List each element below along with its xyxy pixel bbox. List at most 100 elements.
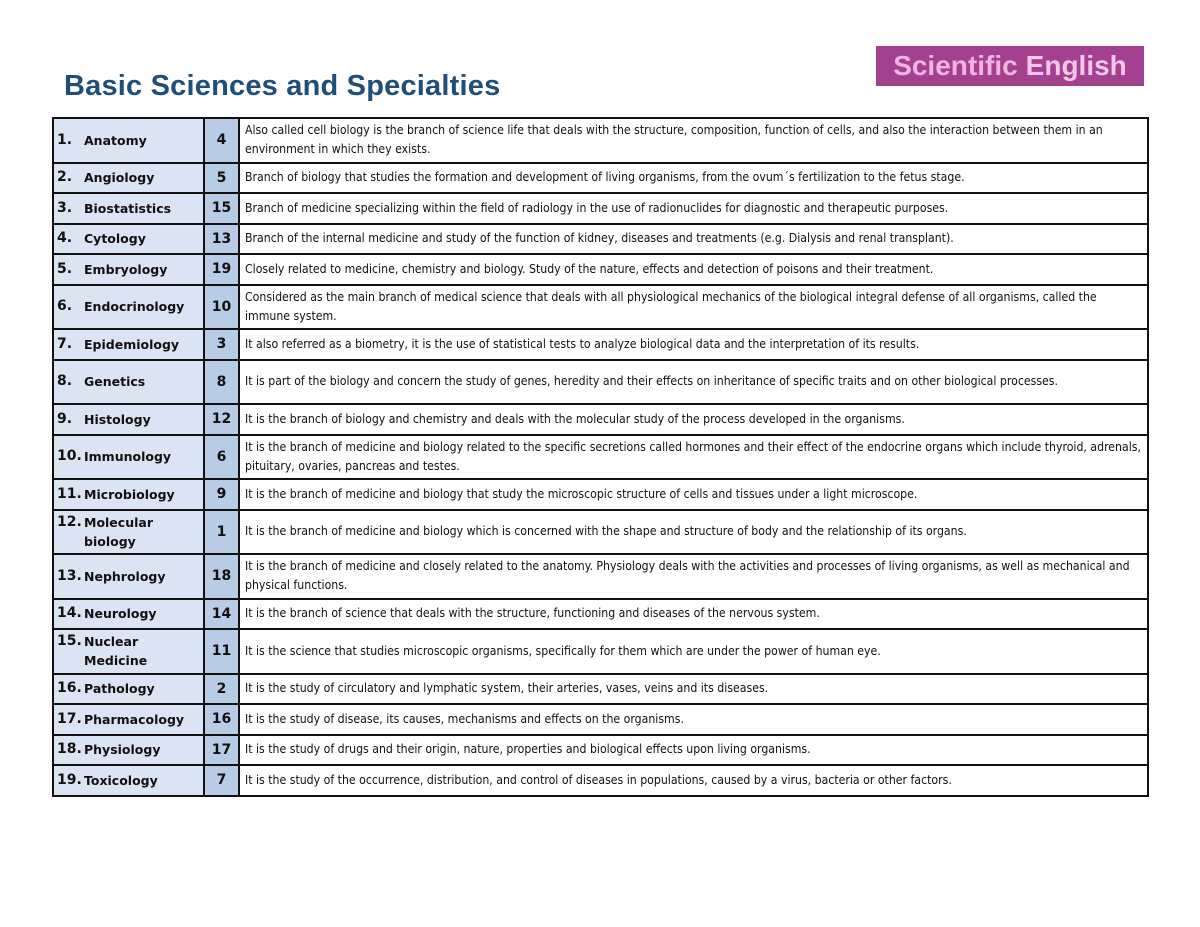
row-index: 15. [57, 633, 82, 650]
definition: It is the branch of science that deals w… [238, 597, 1149, 630]
definition: Also called cell biology is the branch o… [238, 117, 1149, 164]
science-name: Biostatistics [84, 200, 172, 216]
science-name-cell: 7. Epidemiology [52, 328, 205, 361]
science-name: Cytology [84, 231, 146, 247]
science-name-cell: 9. Histology [52, 403, 205, 436]
table-row: 17. Pharmacology 16 It is the study of dise… [52, 703, 1149, 736]
definition: Branch of the internal medicine and stud… [238, 222, 1149, 255]
row-index: 13. [57, 567, 82, 584]
answer-number: 3 [203, 328, 240, 361]
science-name-cell: 6. Endocrinology [52, 283, 205, 330]
row-index: 4. [57, 230, 73, 247]
definition: It is the branch of medicine and closely… [238, 553, 1149, 600]
answer-number: 2 [203, 672, 240, 705]
science-name: Neurology [84, 606, 157, 622]
science-name: Physiology [84, 742, 161, 758]
row-index: 8. [57, 373, 73, 390]
table-row: 7. Epidemiology 3 It also referred as a bio… [52, 328, 1149, 361]
row-index: 12. [57, 513, 82, 530]
answer-number: 15 [203, 192, 240, 225]
page-title: Basic Sciences and Specialties [64, 70, 501, 102]
science-name-cell: 10. Immunology [52, 433, 205, 480]
answer-number: 17 [203, 733, 240, 766]
scientific-english-logo: Scientific English [876, 46, 1144, 86]
row-index: 14. [57, 605, 82, 622]
table-row: 16. Pathology 2 It is the study of circulat… [52, 672, 1149, 705]
row-index: 2. [57, 169, 73, 186]
answer-number: 11 [203, 628, 240, 675]
science-name: Anatomy [84, 132, 147, 148]
answer-number: 10 [203, 283, 240, 330]
definition: It also referred as a biometry, it is th… [238, 328, 1149, 361]
row-index: 7. [57, 335, 73, 352]
science-name: Pharmacology [84, 711, 185, 727]
science-name-cell: 1. Anatomy [52, 117, 205, 164]
answer-number: 6 [203, 433, 240, 480]
definition: Closely related to medicine, chemistry a… [238, 253, 1149, 286]
row-index: 10. [57, 448, 82, 465]
row-index: 19. [57, 771, 82, 788]
science-name: Angiology [84, 170, 155, 186]
definition: It is the study of circulatory and lymph… [238, 672, 1149, 705]
table-row: 15. Nuclear Medicine 11 It is the science t… [52, 628, 1149, 675]
table-row: 9. Histology 12 It is the branch of biology… [52, 403, 1149, 436]
science-name-cell: 16. Pathology [52, 672, 205, 705]
science-name-cell: 8. Genetics [52, 358, 205, 405]
science-name-cell: 5. Embryology [52, 253, 205, 286]
answer-number: 5 [203, 161, 240, 194]
row-index: 11. [57, 485, 82, 502]
row-index: 17. [57, 710, 82, 727]
science-name: Molecular biology [84, 514, 153, 549]
science-name: Histology [84, 411, 151, 427]
answer-number: 7 [203, 764, 240, 797]
science-name-cell: 13. Nephrology [52, 553, 205, 600]
definition: It is the branch of medicine and biology… [238, 508, 1149, 555]
science-name: Nuclear Medicine [84, 634, 148, 669]
science-name-cell: 4. Cytology [52, 222, 205, 255]
row-index: 6. [57, 298, 73, 315]
science-name-cell: 12. Molecular biology [52, 508, 205, 555]
definition: It is the study of drugs and their origi… [238, 733, 1149, 766]
definition: It is the science that studies microscop… [238, 628, 1149, 675]
table-row: 13. Nephrology 18 It is the branch of medic… [52, 553, 1149, 600]
table-row: 5. Embryology 19 Closely related to medicin… [52, 253, 1149, 286]
table-row: 6. Endocrinology 10 Considered as the main … [52, 283, 1149, 330]
science-name: Endocrinology [84, 299, 185, 315]
definition: Branch of biology that studies the forma… [238, 161, 1149, 194]
logo-word-2: English [1025, 50, 1127, 81]
table-row: 4. Cytology 13 Branch of the internal medic… [52, 222, 1149, 255]
definition: Considered as the main branch of medical… [238, 283, 1149, 330]
science-name: Pathology [84, 681, 155, 697]
row-index: 9. [57, 410, 73, 427]
row-index: 5. [57, 260, 73, 277]
table-row: 3. Biostatistics 15 Branch of medicine spec… [52, 192, 1149, 225]
answer-number: 9 [203, 478, 240, 511]
science-name: Toxicology [84, 772, 158, 788]
definition: It is the study of disease, its causes, … [238, 703, 1149, 736]
definition: It is the study of the occurrence, distr… [238, 764, 1149, 797]
answer-number: 4 [203, 117, 240, 164]
definition: It is part of the biology and concern th… [238, 358, 1149, 405]
science-name: Embryology [84, 261, 168, 277]
table-row: 18. Physiology 17 It is the study of drugs … [52, 733, 1149, 766]
table-row: 12. Molecular biology 1 It is the branch of… [52, 508, 1149, 555]
science-name-cell: 17. Pharmacology [52, 703, 205, 736]
science-name: Microbiology [84, 486, 175, 502]
table-row: 11. Microbiology 9 It is the branch of medi… [52, 478, 1149, 511]
definition: It is the branch of biology and chemistr… [238, 403, 1149, 436]
science-name-cell: 2. Angiology [52, 161, 205, 194]
science-name: Genetics [84, 374, 146, 390]
answer-number: 1 [203, 508, 240, 555]
answer-number: 13 [203, 222, 240, 255]
table-row: 19. Toxicology 7 It is the study of the occ… [52, 764, 1149, 797]
science-name: Immunology [84, 449, 172, 465]
definition: It is the branch of medicine and biology… [238, 433, 1149, 480]
science-name-cell: 15. Nuclear Medicine [52, 628, 205, 675]
sciences-matching-table: 1. Anatomy 4 Also called cell biology is th… [52, 117, 1149, 797]
answer-number: 18 [203, 553, 240, 600]
definition: It is the branch of medicine and biology… [238, 478, 1149, 511]
answer-number: 12 [203, 403, 240, 436]
science-name: Nephrology [84, 568, 166, 584]
table-row: 8. Genetics 8 It is part of the biology and… [52, 358, 1149, 405]
answer-number: 8 [203, 358, 240, 405]
